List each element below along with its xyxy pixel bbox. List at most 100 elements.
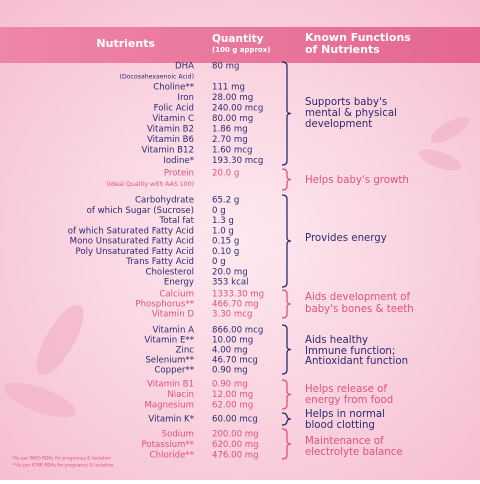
nutrient-name: Phosphorus**	[135, 300, 194, 310]
brace	[281, 324, 292, 375]
nutrient-quantity: 0.90 mg	[212, 366, 248, 376]
nutrient-quantity: 12.00 mg	[212, 390, 253, 400]
nutrient-quantity: 1.86 mg	[212, 125, 248, 135]
nutrient-quantity: 0.10 g	[212, 247, 239, 257]
nutrient-quantity: 80.00 mg	[212, 114, 253, 124]
function-text: Aids healthy	[305, 335, 368, 346]
nutrient-quantity: 1.3 g	[212, 216, 234, 226]
nutrient-quantity: 80 mg	[212, 62, 240, 72]
nutrient-quantity: 476.00 mg	[212, 451, 259, 461]
footnote: **As per ICMR RDAs for pregnancy & lacta…	[12, 463, 114, 469]
footnote: *As per WHO RDAs for pregnancy & lactati…	[12, 456, 111, 462]
nutrient-name: Copper**	[154, 366, 194, 376]
nutrient-name: Carbohydrate	[135, 196, 194, 206]
nutrient-quantity: 620.00 mg	[212, 440, 259, 450]
nutrient-quantity: 4.00 mg	[212, 346, 248, 356]
function-text: mental & physical	[305, 108, 397, 119]
nutrient-name: Mono Unsaturated Fatty Acid	[70, 237, 194, 247]
nutrient-name: Cholesterol	[145, 267, 194, 277]
nutrient-quantity: 111 mg	[212, 83, 245, 93]
nutrient-name: Vitamin C	[152, 114, 194, 124]
nutrient-name: Vitamin B2	[147, 125, 194, 135]
nutrient-quantity: 65.2 g	[212, 196, 239, 206]
nutrient-quantity: 466.70 mg	[212, 300, 259, 310]
nutrient-name: Potassium**	[141, 440, 194, 450]
nutrient-name: Iron	[177, 93, 194, 103]
nutrient-name: Folic Acid	[154, 104, 194, 114]
nutrient-note: (Ideal Quality with AAS 100)	[107, 181, 194, 188]
nutrient-quantity: 60.00 mcg	[212, 415, 258, 425]
nutrient-name: Vitamin E**	[144, 336, 194, 346]
nutrient-name: Calcium	[159, 290, 194, 300]
nutrient-name: Protein	[164, 169, 194, 179]
nutrient-name: Energy	[164, 278, 194, 288]
nutrient-name: of which Sugar (Sucrose)	[87, 206, 194, 216]
nutrient-quantity: 0 g	[212, 257, 226, 267]
function-text: Antioxidant function	[305, 356, 408, 367]
function-text: blood clotting	[305, 420, 375, 431]
function-text: electrolyte balance	[305, 447, 403, 458]
nutrient-quantity: 0 g	[212, 206, 226, 216]
nutrient-quantity: 1.0 g	[212, 226, 234, 236]
function-text: Helps in normal	[305, 409, 385, 420]
function-text: Supports baby's	[305, 97, 387, 108]
nutrient-name: Iodine*	[163, 156, 194, 166]
brace	[281, 412, 292, 426]
function-text: Maintenance of	[305, 436, 384, 447]
nutrient-quantity: 193.30 mcg	[212, 156, 263, 166]
nutrient-name: Vitamin B1	[147, 380, 194, 390]
nutrient-name: Vitamin B6	[147, 135, 194, 145]
brace	[281, 61, 292, 166]
function-text: energy from food	[305, 395, 393, 406]
function-text: Helps release of	[305, 384, 387, 395]
nutrient-name: Trans Fatty Acid	[125, 257, 194, 267]
leaf-decoration	[4, 117, 470, 418]
header-nutrients: Nutrients	[96, 37, 155, 50]
brace	[281, 168, 292, 191]
nutrient-name: Selenium**	[145, 356, 194, 366]
header-quantity-note: (100 g approx)	[212, 46, 270, 54]
nutrient-quantity: 353 kcal	[212, 278, 249, 288]
nutrient-name: Poly Unsaturated Fatty Acid	[75, 247, 194, 257]
nutrient-name: Niacin	[167, 390, 194, 400]
nutrient-quantity: 46.70 mcg	[212, 356, 258, 366]
header-functions: Known Functions	[305, 31, 411, 44]
nutrient-quantity: 2.70 mg	[212, 135, 248, 145]
nutrient-quantity: 1.60 mcg	[212, 146, 252, 156]
nutrient-quantity: 200.00 mg	[212, 430, 259, 440]
nutrient-name: Magnesium	[144, 401, 194, 411]
function-text: Provides energy	[305, 233, 387, 244]
nutrient-quantity: 0.15 g	[212, 237, 239, 247]
function-text: Immune function;	[305, 346, 395, 357]
nutrient-quantity: 20.0 g	[212, 169, 239, 179]
nutrient-name: Choline**	[153, 83, 195, 93]
nutrient-name: Vitamin D	[152, 310, 195, 320]
nutrient-quantity: 1333.30 mg	[212, 290, 264, 300]
brace	[281, 379, 292, 410]
nutrient-name: Total fat	[159, 216, 195, 226]
header-band	[0, 27, 480, 63]
header-functions: of Nutrients	[305, 43, 380, 56]
brace	[281, 194, 292, 288]
nutrient-name: DHA	[175, 62, 194, 72]
function-text: development	[305, 119, 372, 130]
nutrient-quantity: 0.90 mg	[212, 380, 248, 390]
nutrient-name: of which Saturated Fatty Acid	[68, 226, 194, 236]
function-text: baby's bones & teeth	[305, 304, 414, 315]
nutrient-quantity: 10.00 mg	[212, 336, 253, 346]
nutrient-name: Sodium	[162, 430, 194, 440]
nutrient-quantity: 28.00 mg	[212, 93, 253, 103]
nutrient-name: Zinc	[176, 346, 195, 356]
nutrient-name: Vitamin B12	[142, 146, 194, 156]
nutrient-quantity: 3.30 mcg	[212, 310, 252, 320]
header-quantity: Quantity	[212, 33, 264, 45]
nutrient-name: Vitamin K*	[148, 415, 194, 425]
nutrient-quantity: 240.00 mcg	[212, 104, 263, 114]
nutrient-name: Vitamin A	[152, 326, 194, 336]
brace	[281, 428, 292, 460]
nutrient-name: Chloride**	[150, 451, 195, 461]
nutrient-note: (Docosahexaenoic Acid)	[120, 74, 194, 81]
function-text: Aids development of	[305, 292, 410, 303]
